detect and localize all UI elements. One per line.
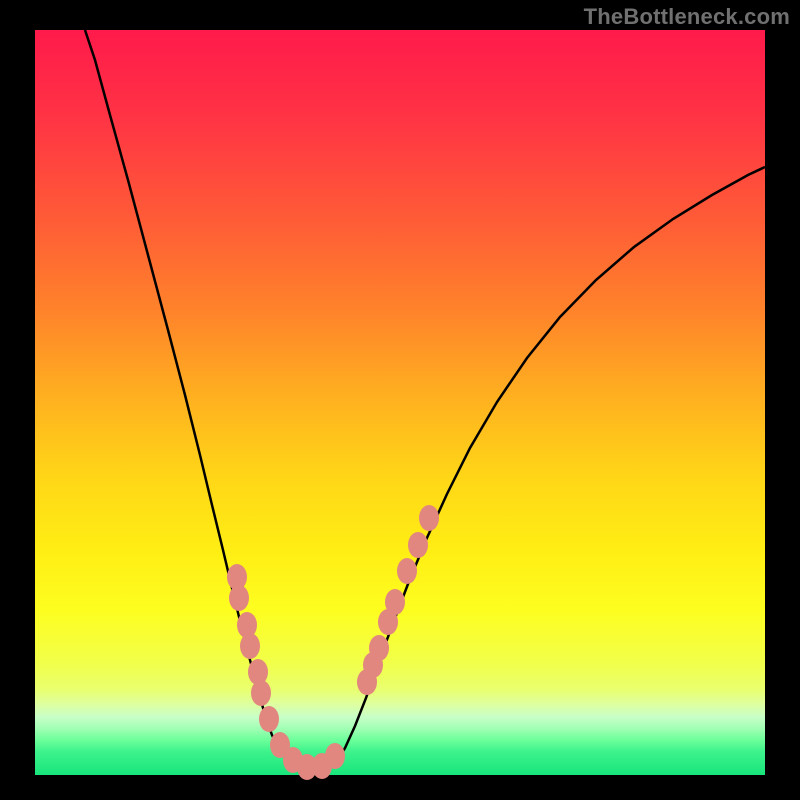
watermark-text: TheBottleneck.com bbox=[584, 4, 790, 30]
plot-background bbox=[35, 30, 765, 775]
plot-svg bbox=[0, 0, 800, 800]
curve-marker bbox=[385, 589, 405, 615]
curve-marker bbox=[325, 743, 345, 769]
curve-marker bbox=[397, 558, 417, 584]
curve-marker bbox=[240, 633, 260, 659]
curve-marker bbox=[408, 532, 428, 558]
curve-marker bbox=[419, 505, 439, 531]
curve-marker bbox=[369, 635, 389, 661]
stage: TheBottleneck.com bbox=[0, 0, 800, 800]
curve-marker bbox=[259, 706, 279, 732]
curve-marker bbox=[251, 680, 271, 706]
curve-marker bbox=[229, 585, 249, 611]
